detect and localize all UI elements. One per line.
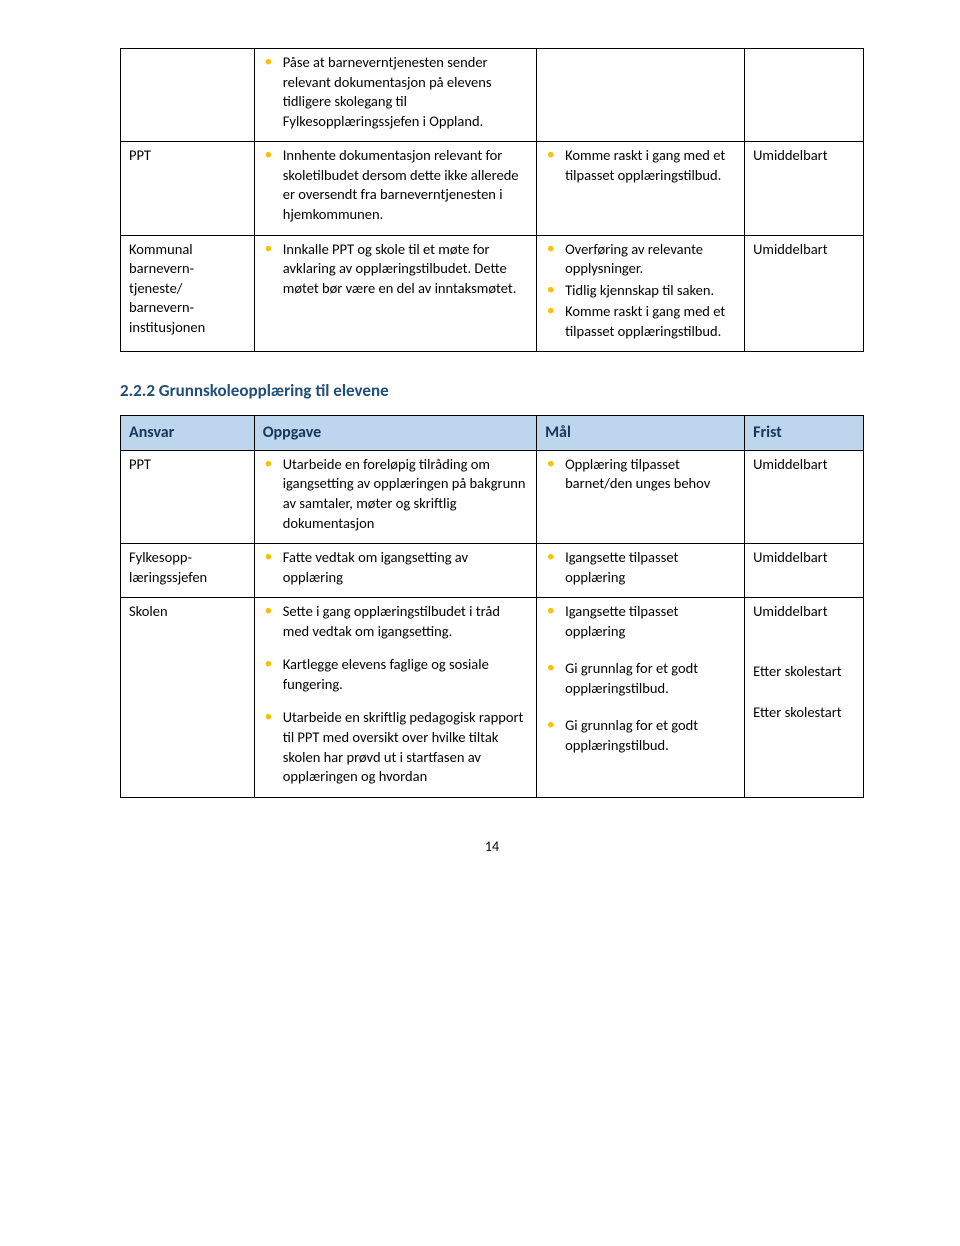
cell-frist (745, 49, 864, 142)
cell-mal: Opplæring tilpasset barnet/den unges beh… (537, 450, 745, 543)
bullet-list: Igangsette tilpasset opplæring (545, 548, 736, 587)
col-mal: Mål (537, 416, 745, 451)
bullet-item: Utarbeide en skriftlig pedagogisk rappor… (263, 708, 528, 786)
bullet-item: Fatte vedtak om igangsetting av opplærin… (263, 548, 528, 587)
bullet-item: Innhente dokumentasjon relevant for skol… (263, 146, 528, 224)
bullet-list: Innhente dokumentasjon relevant for skol… (263, 146, 528, 224)
cell-oppgave: Fatte vedtak om igangsetting av opplærin… (254, 544, 536, 598)
bullet-list: Sette i gang opplæringstilbudet i tråd m… (263, 602, 528, 787)
bullet-list: Opplæring tilpasset barnet/den unges beh… (545, 455, 736, 494)
bullet-item: Komme raskt i gang med et tilpasset oppl… (545, 146, 736, 185)
cell-ansvar: PPT (121, 450, 255, 543)
cell-frist: Umiddelbart (745, 235, 864, 352)
bullet-list: Fatte vedtak om igangsetting av opplærin… (263, 548, 528, 587)
bullet-list: Komme raskt i gang med et tilpasset oppl… (545, 146, 736, 185)
cell-ansvar: Kommunal barnevern-tjeneste/ barnevern-i… (121, 235, 255, 352)
table-continuation: Påse at barneverntjenesten sender releva… (120, 48, 864, 352)
bullet-list: Innkalle PPT og skole til et møte for av… (263, 240, 528, 299)
cell-ansvar: Fylkesopp-læringssjefen (121, 544, 255, 598)
cell-frist: Umiddelbart Etter skolestart Etter skole… (745, 598, 864, 798)
bullet-item: Opplæring tilpasset barnet/den unges beh… (545, 455, 736, 494)
cell-oppgave: Påse at barneverntjenesten sender releva… (254, 49, 536, 142)
bullet-list: Påse at barneverntjenesten sender releva… (263, 53, 528, 131)
cell-oppgave: Sette i gang opplæringstilbudet i tråd m… (254, 598, 536, 798)
bullet-list: Overføring av relevante opplysninger. Ti… (545, 240, 736, 342)
bullet-list: Igangsette tilpasset opplæring Gi grunnl… (545, 602, 736, 755)
table-row: Skolen Sette i gang opplæringstilbudet i… (121, 598, 864, 798)
cell-frist: Umiddelbart (745, 544, 864, 598)
table-row: Kommunal barnevern-tjeneste/ barnevern-i… (121, 235, 864, 352)
bullet-list: Utarbeide en foreløpig tilråding om igan… (263, 455, 528, 533)
page-number: 14 (120, 838, 864, 857)
bullet-item: Komme raskt i gang med et tilpasset oppl… (545, 302, 736, 341)
table-row: Fylkesopp-læringssjefen Fatte vedtak om … (121, 544, 864, 598)
table-grunnskole: Ansvar Oppgave Mål Frist PPT Utarbeide e… (120, 415, 864, 797)
cell-oppgave: Innkalle PPT og skole til et møte for av… (254, 235, 536, 352)
cell-oppgave: Innhente dokumentasjon relevant for skol… (254, 142, 536, 235)
cell-mal: Igangsette tilpasset opplæring Gi grunnl… (537, 598, 745, 798)
cell-ansvar: Skolen (121, 598, 255, 798)
table-row: Påse at barneverntjenesten sender releva… (121, 49, 864, 142)
col-ansvar: Ansvar (121, 416, 255, 451)
bullet-item: Sette i gang opplæringstilbudet i tråd m… (263, 602, 528, 641)
bullet-item: Igangsette tilpasset opplæring (545, 602, 736, 641)
cell-mal (537, 49, 745, 142)
bullet-item: Gi grunnlag for et godt opplæringstilbud… (545, 716, 736, 755)
bullet-item: Tidlig kjennskap til saken. (545, 281, 736, 301)
col-frist: Frist (745, 416, 864, 451)
section-heading: 2.2.2 Grunnskoleopplæring til elevene (120, 380, 864, 403)
bullet-item: Overføring av relevante opplysninger. (545, 240, 736, 279)
table-row: PPT Utarbeide en foreløpig tilråding om … (121, 450, 864, 543)
cell-ansvar (121, 49, 255, 142)
bullet-item: Kartlegge elevens faglige og sosiale fun… (263, 655, 528, 694)
bullet-item: Utarbeide en foreløpig tilråding om igan… (263, 455, 528, 533)
table-header-row: Ansvar Oppgave Mål Frist (121, 416, 864, 451)
bullet-item: Gi grunnlag for et godt opplæringstilbud… (545, 659, 736, 698)
table-row: PPT Innhente dokumentasjon relevant for … (121, 142, 864, 235)
cell-mal: Igangsette tilpasset opplæring (537, 544, 745, 598)
bullet-item: Innkalle PPT og skole til et møte for av… (263, 240, 528, 299)
cell-mal: Komme raskt i gang med et tilpasset oppl… (537, 142, 745, 235)
bullet-item: Igangsette tilpasset opplæring (545, 548, 736, 587)
cell-frist: Umiddelbart (745, 142, 864, 235)
cell-frist: Umiddelbart (745, 450, 864, 543)
bullet-item: Påse at barneverntjenesten sender releva… (263, 53, 528, 131)
cell-mal: Overføring av relevante opplysninger. Ti… (537, 235, 745, 352)
col-oppgave: Oppgave (254, 416, 536, 451)
cell-ansvar: PPT (121, 142, 255, 235)
cell-oppgave: Utarbeide en foreløpig tilråding om igan… (254, 450, 536, 543)
